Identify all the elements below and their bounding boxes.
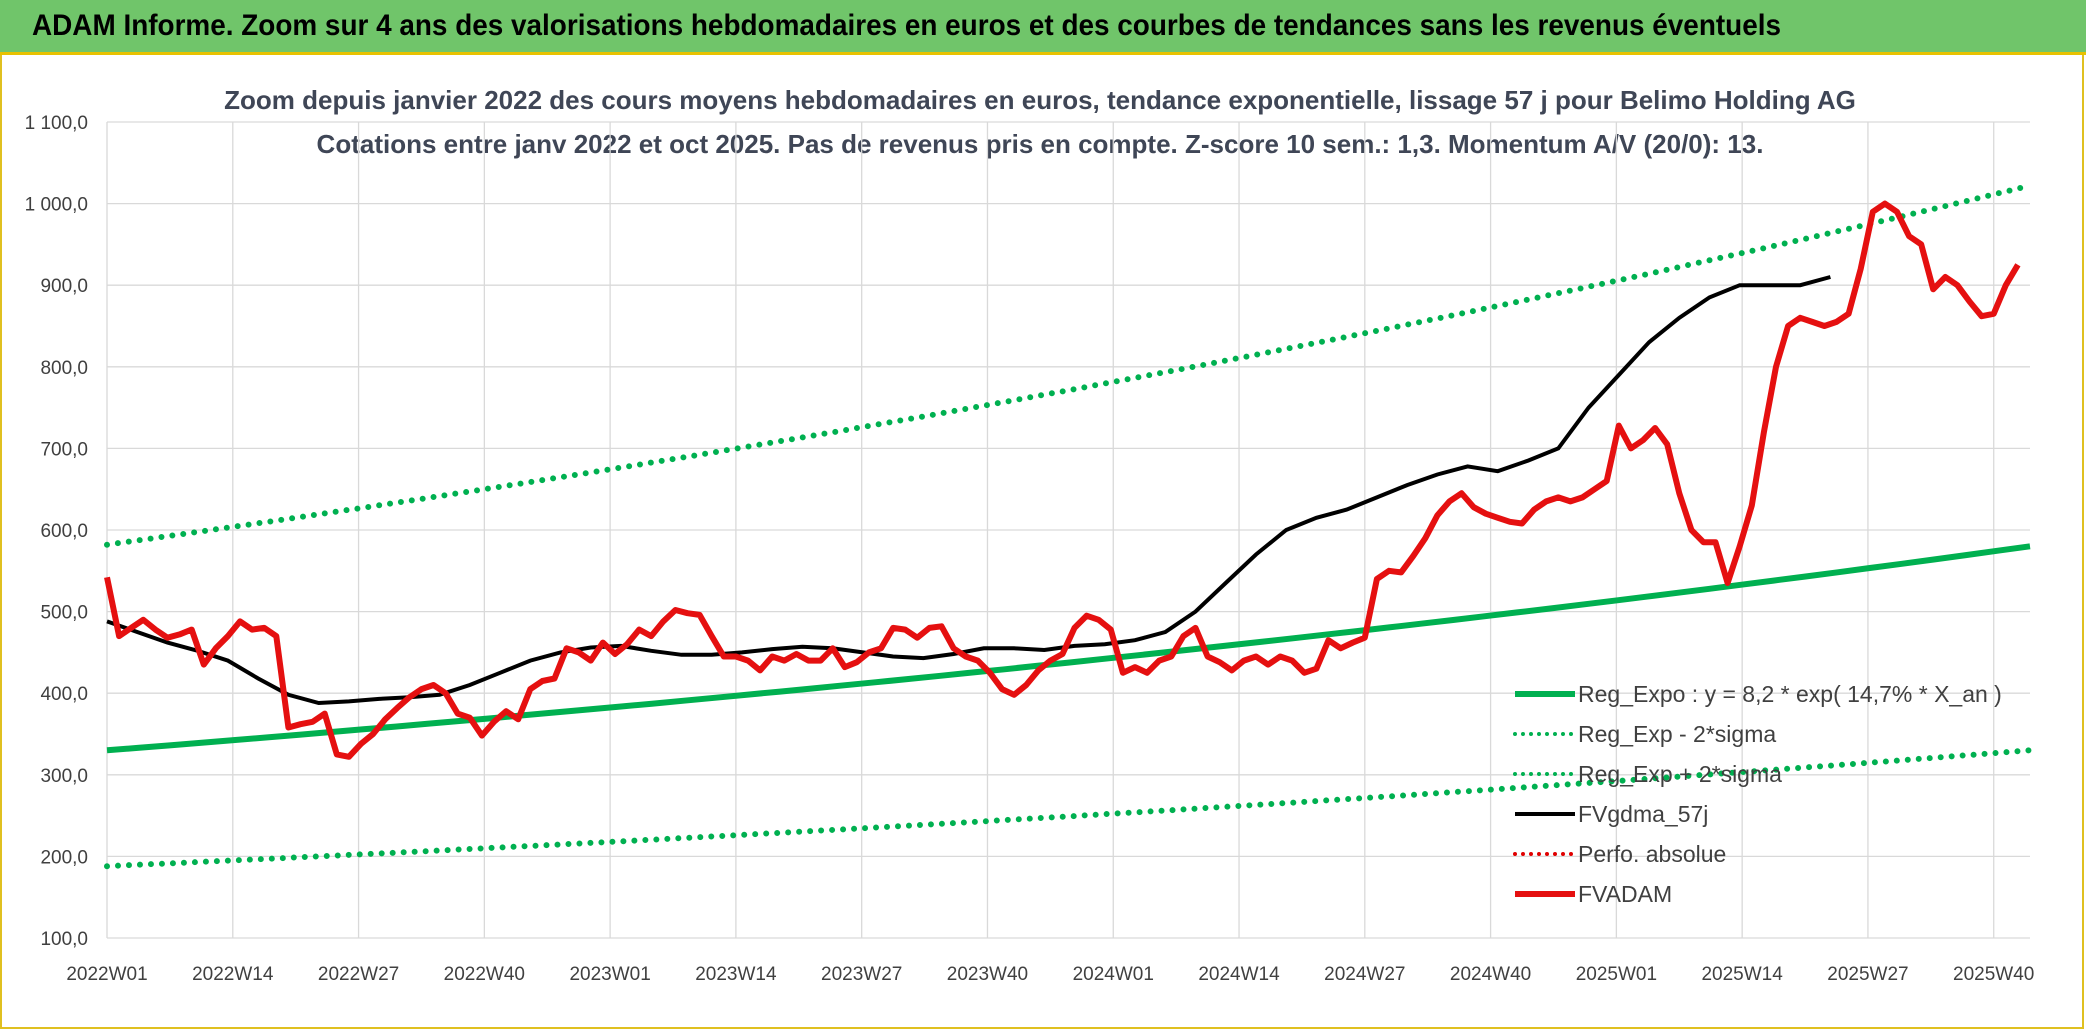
x-tick-label: 2022W14 [192, 964, 274, 985]
legend-entry: Perfo. absolue [1578, 841, 1726, 867]
legend-entry: FVADAM [1578, 881, 1672, 907]
x-tick-label: 2023W27 [821, 964, 902, 985]
banner-title: ADAM Informe. Zoom sur 4 ans des valoris… [32, 9, 1781, 42]
x-tick-label: 2024W14 [1198, 964, 1280, 985]
chart-title: Zoom depuis janvier 2022 des cours moyen… [224, 85, 1856, 115]
legend-entry: Reg_Expo : y = 8,2 * exp( 14,7% * X_an ) [1578, 681, 2002, 707]
y-tick-label: 700,0 [40, 439, 88, 460]
series-lines [104, 182, 2033, 870]
x-axis-ticks: 2022W01 2022W14 2022W27 2022W40 2023W01 2023W… [66, 964, 2034, 985]
y-tick-label: 1 000,0 [25, 195, 88, 216]
x-tick-label: 2024W01 [1073, 964, 1154, 985]
series-line-5 [104, 200, 2021, 760]
legend: Reg_Expo : y = 8,2 * exp( 14,7% * X_an )… [1513, 681, 2002, 907]
x-tick-label: 2025W27 [1827, 964, 1908, 985]
series-line-3 [106, 275, 1831, 706]
legend-entry: FVgdma_57j [1578, 801, 1708, 827]
x-tick-label: 2022W01 [66, 964, 147, 985]
y-tick-label: 1 100,0 [25, 113, 88, 134]
x-tick-label: 2025W14 [1701, 964, 1783, 985]
y-tick-label: 200,0 [40, 847, 88, 868]
report-banner: ADAM Informe. Zoom sur 4 ans des valoris… [0, 0, 2086, 55]
x-tick-label: 2022W27 [318, 964, 399, 985]
y-tick-label: 300,0 [40, 766, 88, 787]
y-tick-label: 100,0 [40, 929, 88, 950]
series-line-0 [106, 543, 2031, 754]
y-axis-ticks: 100,0 200,0 300,0 400,0 500,0 600,0 700,0 800,0… [25, 113, 88, 950]
x-tick-label: 2025W01 [1576, 964, 1657, 985]
y-tick-label: 400,0 [40, 684, 88, 705]
y-tick-label: 900,0 [40, 276, 88, 297]
chart-frame [0, 55, 2084, 1029]
y-tick-label: 600,0 [40, 521, 88, 542]
x-tick-label: 2023W40 [947, 964, 1028, 985]
x-tick-label: 2024W40 [1450, 964, 1531, 985]
legend-entry: Reg_Exp + 2*sigma [1578, 761, 1782, 787]
x-tick-label: 2024W27 [1324, 964, 1405, 985]
series-line-2 [104, 182, 2033, 548]
x-tick-label: 2022W40 [444, 964, 525, 985]
x-tick-label: 2025W40 [1953, 964, 2034, 985]
y-tick-label: 800,0 [40, 358, 88, 379]
legend-entry: Reg_Exp - 2*sigma [1578, 721, 1776, 747]
y-tick-label: 500,0 [40, 603, 88, 624]
x-tick-label: 2023W01 [569, 964, 650, 985]
chart-subtitle: Cotations entre janv 2022 et oct 2025. P… [317, 129, 1764, 159]
x-tick-label: 2023W14 [695, 964, 777, 985]
series-line-1 [104, 747, 2033, 870]
